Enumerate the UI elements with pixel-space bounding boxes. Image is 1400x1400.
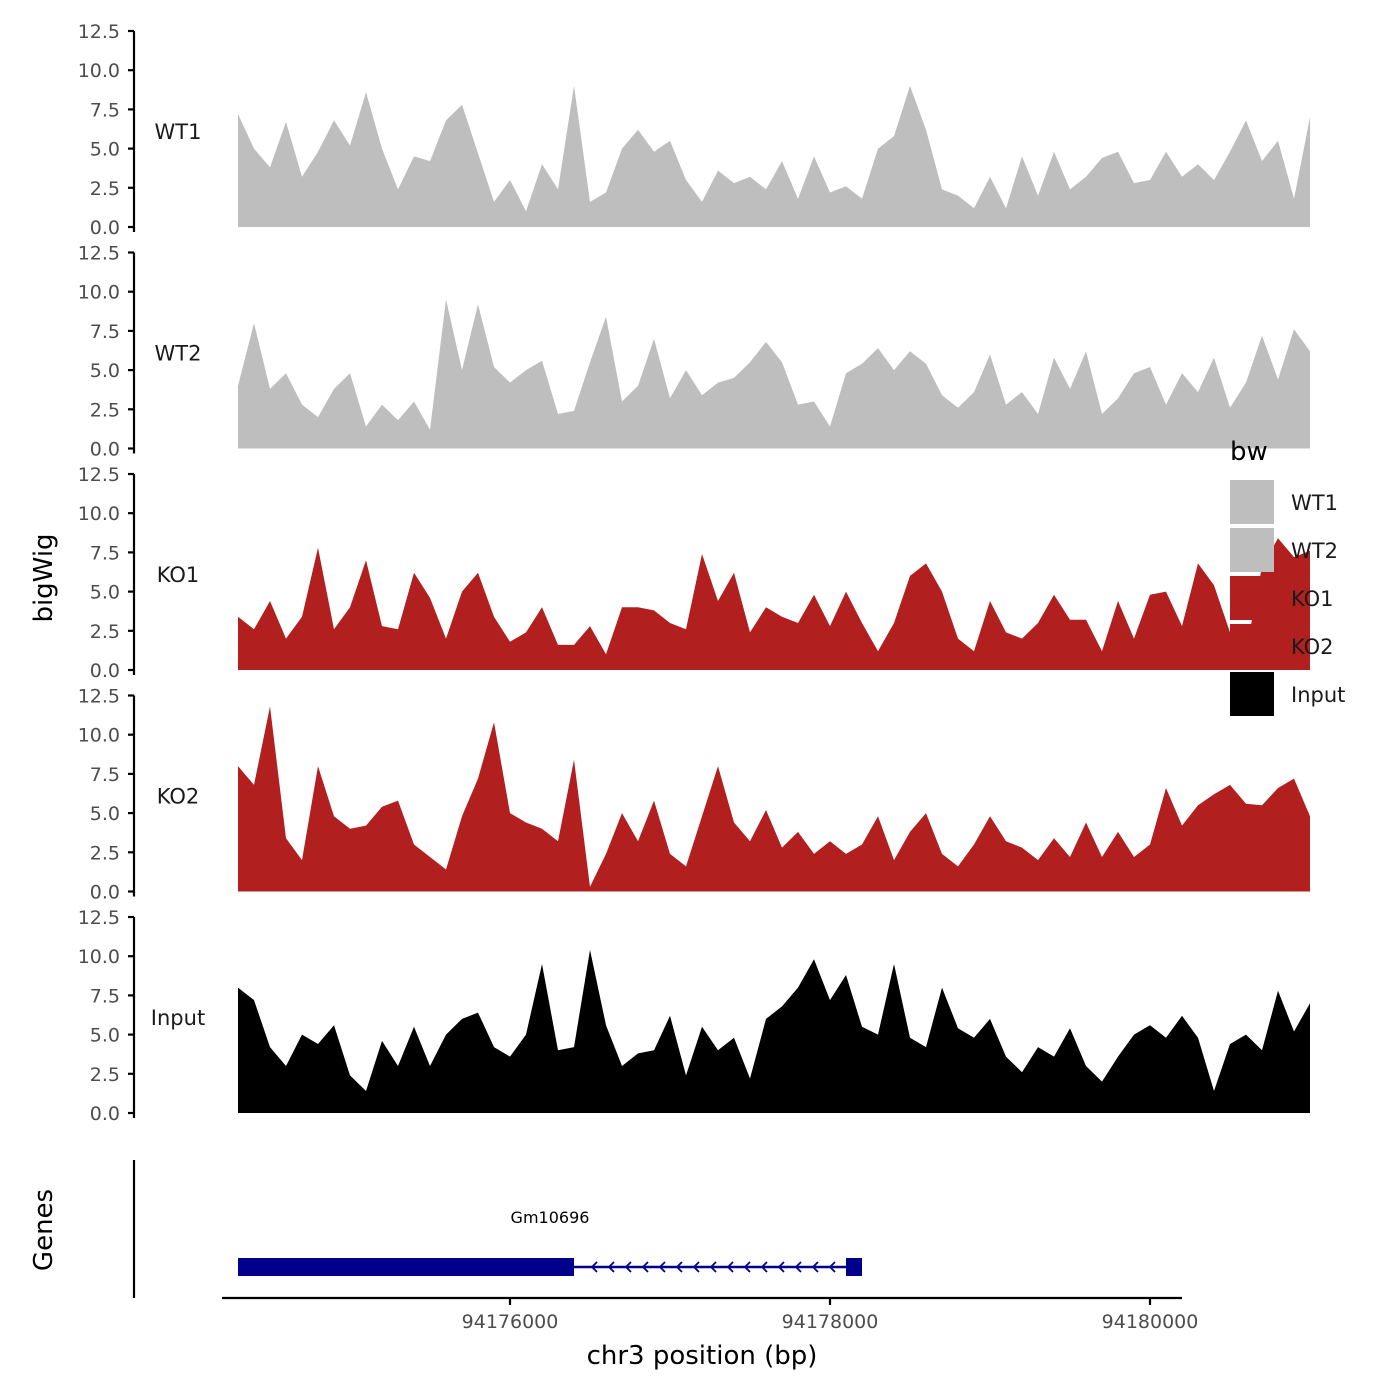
legend-label-ko2: KO2 bbox=[1291, 635, 1334, 659]
y-tick-label: 0.0 bbox=[90, 217, 120, 239]
y-tick-label: 10.0 bbox=[78, 725, 120, 747]
strand-arrow bbox=[828, 1261, 836, 1273]
y-tick-label: 12.5 bbox=[78, 686, 120, 708]
signal-area-ko1 bbox=[238, 538, 1310, 670]
y-tick-label: 2.5 bbox=[90, 178, 120, 200]
y-tick-label: 12.5 bbox=[78, 907, 120, 929]
legend-label-input: Input bbox=[1291, 683, 1345, 707]
gene-shapes: Gm10696 bbox=[238, 1208, 862, 1276]
track-label: KO2 bbox=[157, 784, 200, 808]
y-tick-label: 10.0 bbox=[78, 282, 120, 304]
y-tick-label: 7.5 bbox=[90, 985, 120, 1007]
legend-title: bw bbox=[1230, 437, 1268, 467]
x-tick-label: 94176000 bbox=[462, 1311, 559, 1333]
x-axis-title: chr3 position (bp) bbox=[587, 1341, 818, 1371]
y-tick-label: 10.0 bbox=[78, 946, 120, 968]
strand-arrow bbox=[590, 1261, 598, 1273]
strand-arrow bbox=[726, 1261, 734, 1273]
strand-arrow bbox=[709, 1261, 717, 1273]
gene-exon bbox=[846, 1258, 862, 1276]
y-axis-title: bigWig bbox=[29, 533, 59, 622]
strand-arrow bbox=[692, 1261, 700, 1273]
strand-arrow bbox=[641, 1261, 649, 1273]
y-tick-label: 0.0 bbox=[90, 439, 120, 461]
strand-arrow bbox=[675, 1261, 683, 1273]
legend-swatch-input bbox=[1230, 672, 1274, 716]
y-tick-label: 12.5 bbox=[78, 21, 120, 43]
track-ko1: 0.0 2.5 5.0 7.5 10.0 12.5 KO1 bbox=[78, 464, 1310, 682]
track-label: WT2 bbox=[155, 341, 202, 365]
legend-swatch-wt2 bbox=[1230, 528, 1274, 572]
strand-arrow bbox=[607, 1261, 615, 1273]
signal-area-ko2 bbox=[238, 706, 1310, 892]
strand-arrow bbox=[743, 1261, 751, 1273]
x-tick-label: 94178000 bbox=[782, 1311, 879, 1333]
legend-swatch-wt1 bbox=[1230, 480, 1274, 524]
strand-arrow bbox=[794, 1261, 802, 1273]
y-tick-label: 0.0 bbox=[90, 1103, 120, 1125]
signal-area-wt1 bbox=[238, 85, 1310, 228]
strand-arrow bbox=[811, 1261, 819, 1273]
track-wt2: 0.0 2.5 5.0 7.5 10.0 12.5 WT2 bbox=[78, 243, 1310, 461]
y-tick-label: 12.5 bbox=[78, 464, 120, 486]
genes-layer: Genes Gm10696 bbox=[29, 1160, 862, 1298]
legend-label-wt2: WT2 bbox=[1291, 539, 1338, 563]
signal-area-input bbox=[238, 949, 1310, 1113]
track-wt1: 0.0 2.5 5.0 7.5 10.0 12.5 WT1 bbox=[78, 21, 1310, 239]
tracks-layer: 0.0 2.5 5.0 7.5 10.0 12.5 WT1 0.0 2.5 5.0 7.5 10.0 1… bbox=[78, 21, 1310, 1125]
x-ticks: 94176000 94178000 94180000 bbox=[462, 1298, 1199, 1333]
track-ko2: 0.0 2.5 5.0 7.5 10.0 12.5 KO2 bbox=[78, 686, 1310, 904]
y-tick-label: 12.5 bbox=[78, 243, 120, 265]
legend: bw WT1 WT2 KO1 KO2 Input bbox=[1230, 437, 1345, 716]
x-axis: 94176000 94178000 94180000 chr3 position (… bbox=[222, 1296, 1199, 1371]
y-tick-label: 0.0 bbox=[90, 660, 120, 682]
legend-items: WT1 WT2 KO1 KO2 Input bbox=[1230, 480, 1345, 716]
y-tick-label: 2.5 bbox=[90, 842, 120, 864]
gene-gm10696: Gm10696 bbox=[238, 1208, 862, 1276]
track-label: KO1 bbox=[157, 563, 200, 587]
y-tick-label: 0.0 bbox=[90, 882, 120, 904]
y-tick-label: 2.5 bbox=[90, 1064, 120, 1086]
track-label: WT1 bbox=[155, 120, 202, 144]
track-input: 0.0 2.5 5.0 7.5 10.0 12.5 Input bbox=[78, 907, 1310, 1125]
y-tick-label: 5.0 bbox=[90, 1025, 120, 1047]
legend-swatch-ko2 bbox=[1230, 624, 1274, 668]
y-tick-label: 5.0 bbox=[90, 803, 120, 825]
y-tick-label: 7.5 bbox=[90, 99, 120, 121]
y-tick-label: 10.0 bbox=[78, 503, 120, 525]
x-tick-label: 94180000 bbox=[1102, 1311, 1199, 1333]
strand-arrow bbox=[658, 1261, 666, 1273]
strand-arrow bbox=[624, 1261, 632, 1273]
gene-exon bbox=[238, 1258, 574, 1276]
signal-area-wt2 bbox=[238, 299, 1310, 449]
genes-track-label: Genes bbox=[29, 1189, 59, 1271]
strand-arrow bbox=[760, 1261, 768, 1273]
y-tick-label: 2.5 bbox=[90, 621, 120, 643]
y-tick-label: 10.0 bbox=[78, 60, 120, 82]
y-tick-label: 7.5 bbox=[90, 542, 120, 564]
legend-swatch-ko1 bbox=[1230, 576, 1274, 620]
gene-name-label: Gm10696 bbox=[511, 1208, 590, 1227]
strand-arrow bbox=[777, 1261, 785, 1273]
legend-label-wt1: WT1 bbox=[1291, 491, 1338, 515]
y-tick-label: 7.5 bbox=[90, 321, 120, 343]
y-tick-label: 5.0 bbox=[90, 582, 120, 604]
legend-label-ko1: KO1 bbox=[1291, 587, 1334, 611]
y-tick-label: 5.0 bbox=[90, 360, 120, 382]
track-label: Input bbox=[151, 1006, 205, 1030]
y-tick-label: 5.0 bbox=[90, 139, 120, 161]
y-tick-label: 7.5 bbox=[90, 764, 120, 786]
y-tick-label: 2.5 bbox=[90, 399, 120, 421]
